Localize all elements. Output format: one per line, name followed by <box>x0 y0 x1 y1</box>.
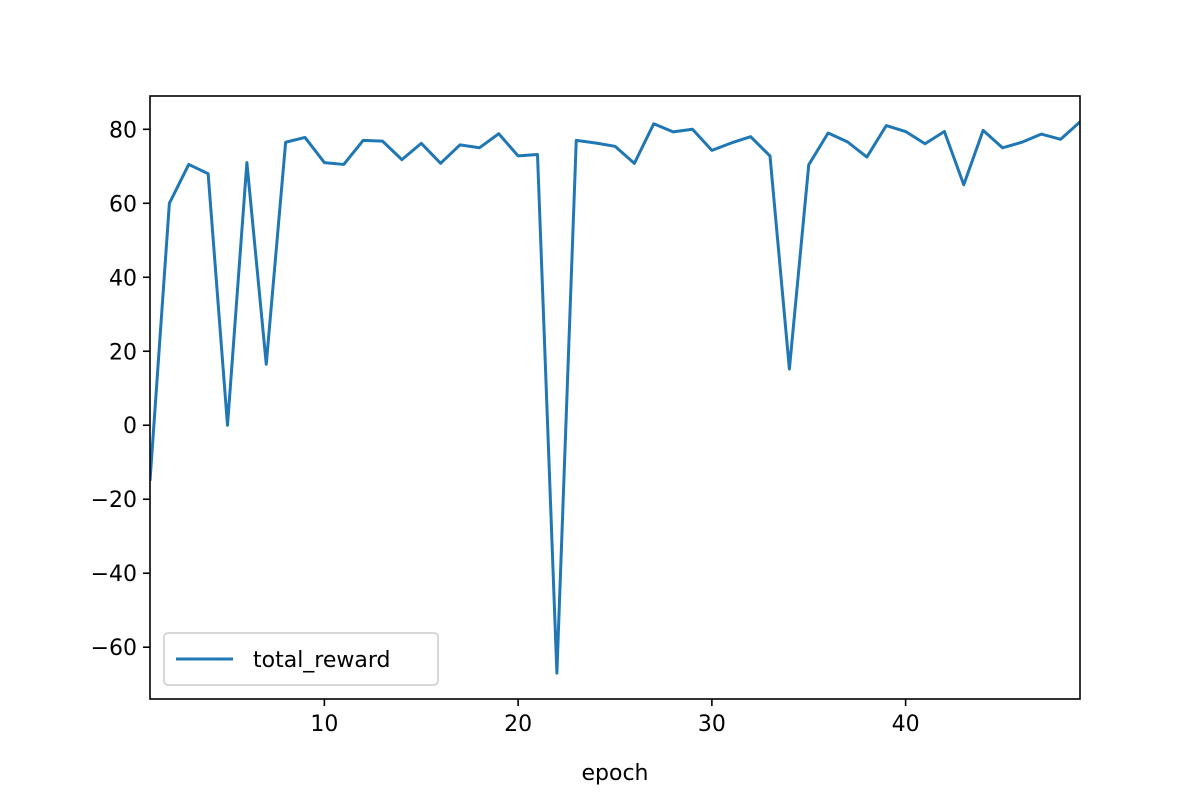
plot-area <box>149 95 1081 700</box>
y-tick-label: −20 <box>91 488 137 513</box>
x-axis-label: epoch <box>582 761 649 786</box>
x-tick-label: 10 <box>310 712 338 737</box>
legend-box <box>163 632 439 686</box>
x-tick-label: 30 <box>698 712 726 737</box>
y-tick-label: −60 <box>91 636 137 661</box>
series-line-total_reward <box>150 120 1080 675</box>
y-tick-label: 80 <box>109 118 137 143</box>
legend-label: total_reward <box>253 648 391 673</box>
axis-ticks: 10 20 30 40 −60 −40 −20 0 20 40 60 80 <box>91 118 920 737</box>
axes-frame <box>149 95 1081 700</box>
y-tick-label: 40 <box>109 266 137 291</box>
x-tick-label: 40 <box>892 712 920 737</box>
y-tick-label: 60 <box>109 192 137 217</box>
y-tick-label: 0 <box>123 414 137 439</box>
y-tick-label: −40 <box>91 562 137 587</box>
y-tick-label: 20 <box>109 340 137 365</box>
legend: total_reward <box>163 632 439 686</box>
x-tick-label: 20 <box>504 712 532 737</box>
